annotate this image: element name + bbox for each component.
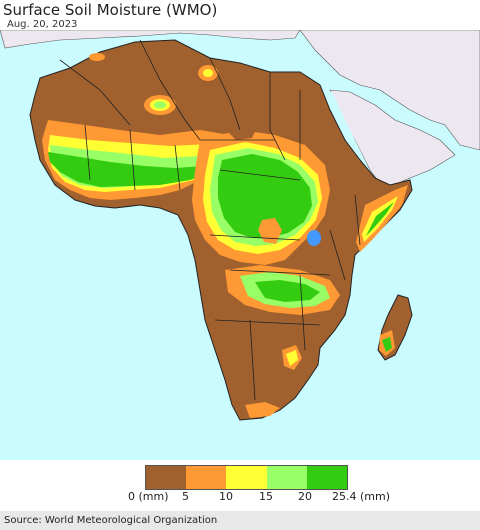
legend-label-25: 25.4 (mm) [332,490,391,503]
central-orange-patch [258,218,282,244]
legend-label-0: 0 (mm) [128,490,169,503]
legend-label-10: 10 [219,490,233,503]
source-credit: Source: World Meteorological Organizatio… [0,511,480,530]
legend-label-20: 20 [298,490,312,503]
central-africa-green [218,154,312,238]
lake-victoria [307,230,321,246]
legend-label-5: 5 [182,490,189,503]
south-tip-patch [245,402,280,418]
soil-moisture-map [0,30,480,460]
central-brown-patch [226,115,258,140]
legend-labels: 0 (mm) 5 10 15 20 25.4 (mm) [0,490,480,504]
north-coast-patch [89,53,105,61]
legend-swatch-20-25 [306,466,348,489]
europe-land [0,30,301,49]
legend-color-bar [145,465,348,490]
country-borders [59,39,361,401]
map-date: Aug. 20, 2023 [7,19,78,30]
legend-swatch-5-10 [186,466,227,489]
map-title: Surface Soil Moisture (WMO) [3,1,218,19]
middle-east-land [299,30,480,151]
south-band-green [255,280,320,302]
legend-swatch-15-20 [266,466,307,489]
legend-label-15: 15 [259,490,273,503]
legend-swatch-0-5 [146,466,187,489]
legend-swatch-10-15 [226,466,267,489]
